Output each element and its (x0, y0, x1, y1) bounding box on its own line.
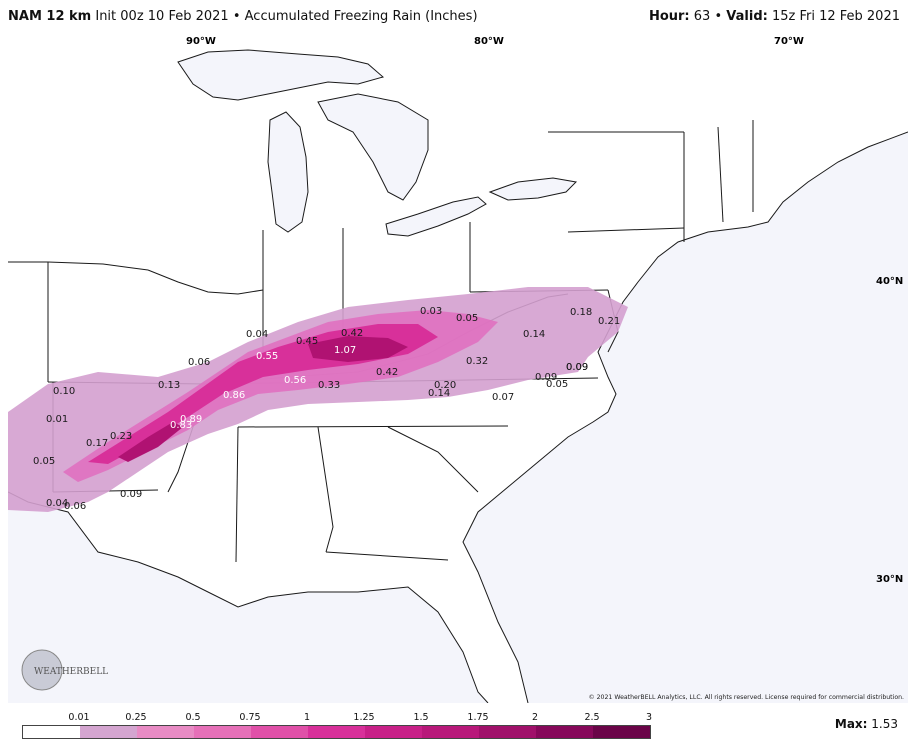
value-label: 0.89 (180, 414, 202, 425)
value-label: 0.04 (246, 329, 268, 340)
value-label: 0.14 (523, 329, 545, 340)
weatherbell-logo: WEATHERBELL (21, 649, 108, 691)
legend-tick-label: 1.25 (353, 712, 375, 723)
legend-tick-label: 2.5 (584, 712, 600, 723)
legend-swatch (80, 726, 137, 738)
value-label: 0.86 (223, 390, 245, 401)
valid-separator: • (714, 9, 723, 24)
lake-ontario (488, 177, 578, 201)
value-label: 0.13 (158, 380, 180, 391)
init-time: Init 00z 10 Feb 2021 (95, 9, 229, 24)
legend-swatch (137, 726, 194, 738)
legend-swatch (479, 726, 536, 738)
lake-erie (385, 196, 487, 237)
valid-time-info: Hour: 63 • Valid: 15z Fri 12 Feb 2021 (649, 9, 900, 24)
legend-swatch (308, 726, 365, 738)
legend-tick-label: 3 (645, 712, 653, 723)
legend-tick-label: 1.75 (467, 712, 489, 723)
value-label: 0.03 (420, 306, 442, 317)
product-name: Accumulated Freezing Rain (Inches) (244, 9, 478, 24)
max-label: Max: (834, 717, 868, 731)
value-label: 0.56 (284, 375, 306, 386)
lat-label-30n: 30°N (876, 574, 903, 585)
lon-label-80w: 80°W (474, 36, 504, 47)
value-label: 0.23 (110, 431, 132, 442)
value-label: 0.06 (64, 501, 86, 512)
logo-text: WEATHERBELL (34, 667, 108, 677)
max-value: 1.53 (871, 717, 898, 731)
value-label: 0.09 (566, 362, 588, 373)
map-header: NAM 12 km Init 00z 10 Feb 2021 • Accumul… (0, 0, 914, 32)
value-label: 0.18 (570, 307, 592, 318)
value-label: 0.17 (86, 438, 108, 449)
value-label: 0.07 (492, 392, 514, 403)
map-canvas: 90°W 80°W 70°W 40°N 30°N 0.100.130.060.0… (8, 32, 908, 703)
legend-swatch (23, 726, 80, 738)
legend-swatch (422, 726, 479, 738)
lake-superior (177, 49, 385, 101)
legend-color-bar (22, 725, 651, 739)
value-label: 0.05 (546, 379, 568, 390)
lake-huron (317, 93, 429, 201)
legend-swatch (536, 726, 593, 738)
lat-label-40n: 40°N (876, 276, 903, 287)
value-label: 0.05 (33, 456, 55, 467)
value-label: 0.05 (456, 313, 478, 324)
legend-tick-label: 0.75 (239, 712, 261, 723)
legend-swatch (194, 726, 251, 738)
value-label: 0.55 (256, 351, 278, 362)
legend-tick-label: 0.25 (125, 712, 147, 723)
value-label: 0.06 (188, 357, 210, 368)
atlantic-coast (462, 131, 908, 703)
legend-tick-label: 1 (303, 712, 311, 723)
value-label: 0.32 (466, 356, 488, 367)
map-title: NAM 12 km Init 00z 10 Feb 2021 • Accumul… (8, 9, 478, 24)
model-name: NAM 12 km (8, 9, 92, 24)
value-label: 0.14 (428, 388, 450, 399)
lon-label-90w: 90°W (186, 36, 216, 47)
title-separator: • (232, 9, 241, 24)
hour-value: 63 (693, 9, 711, 24)
copyright-notice: © 2021 WeatherBELL Analytics, LLC. All r… (588, 693, 904, 701)
max-value-readout: Max: 1.53 (835, 717, 898, 731)
value-label: 0.45 (296, 336, 318, 347)
valid-label: Valid: (726, 9, 768, 24)
legend-tick-label: 1.5 (413, 712, 429, 723)
value-label: 0.42 (341, 328, 363, 339)
legend-tick-label: 0.01 (68, 712, 90, 723)
value-label: 0.33 (318, 380, 340, 391)
color-legend: 0.01 0.25 0.5 0.75 1 1.25 1.5 1.75 2 2.5 3 (22, 708, 662, 744)
lake-michigan (267, 111, 309, 233)
legend-swatch (365, 726, 422, 738)
value-label: 0.01 (46, 414, 68, 425)
value-label: 0.42 (376, 367, 398, 378)
value-label: 0.09 (120, 489, 142, 500)
legend-tick-label: 2 (531, 712, 539, 723)
value-label: 0.10 (53, 386, 75, 397)
hour-label: Hour: (648, 9, 690, 24)
value-label: 0.20 (434, 380, 456, 391)
value-label: 0.04 (46, 498, 68, 509)
legend-swatch (593, 726, 650, 738)
value-label: 1.07 (334, 345, 356, 356)
freezing-rain-peak-south (118, 422, 183, 462)
gulf-coast (8, 491, 489, 703)
legend-tick-label: 0.5 (185, 712, 201, 723)
freezing-rain-peak (308, 336, 408, 362)
legend-swatch (251, 726, 308, 738)
value-label: 0.09 (566, 362, 588, 373)
value-label: 0.21 (598, 316, 620, 327)
valid-value: 15z Fri 12 Feb 2021 (771, 9, 900, 24)
map-panel: 90°W 80°W 70°W 40°N 30°N 0.10 0.13 0.06 0.0… (8, 32, 908, 703)
value-label: 0.09 (535, 372, 557, 383)
lon-label-70w: 70°W (774, 36, 804, 47)
value-label: 0.83 (170, 420, 192, 431)
value-labels: 0.100.130.060.040.030.050.180.210.420.45… (33, 306, 620, 512)
